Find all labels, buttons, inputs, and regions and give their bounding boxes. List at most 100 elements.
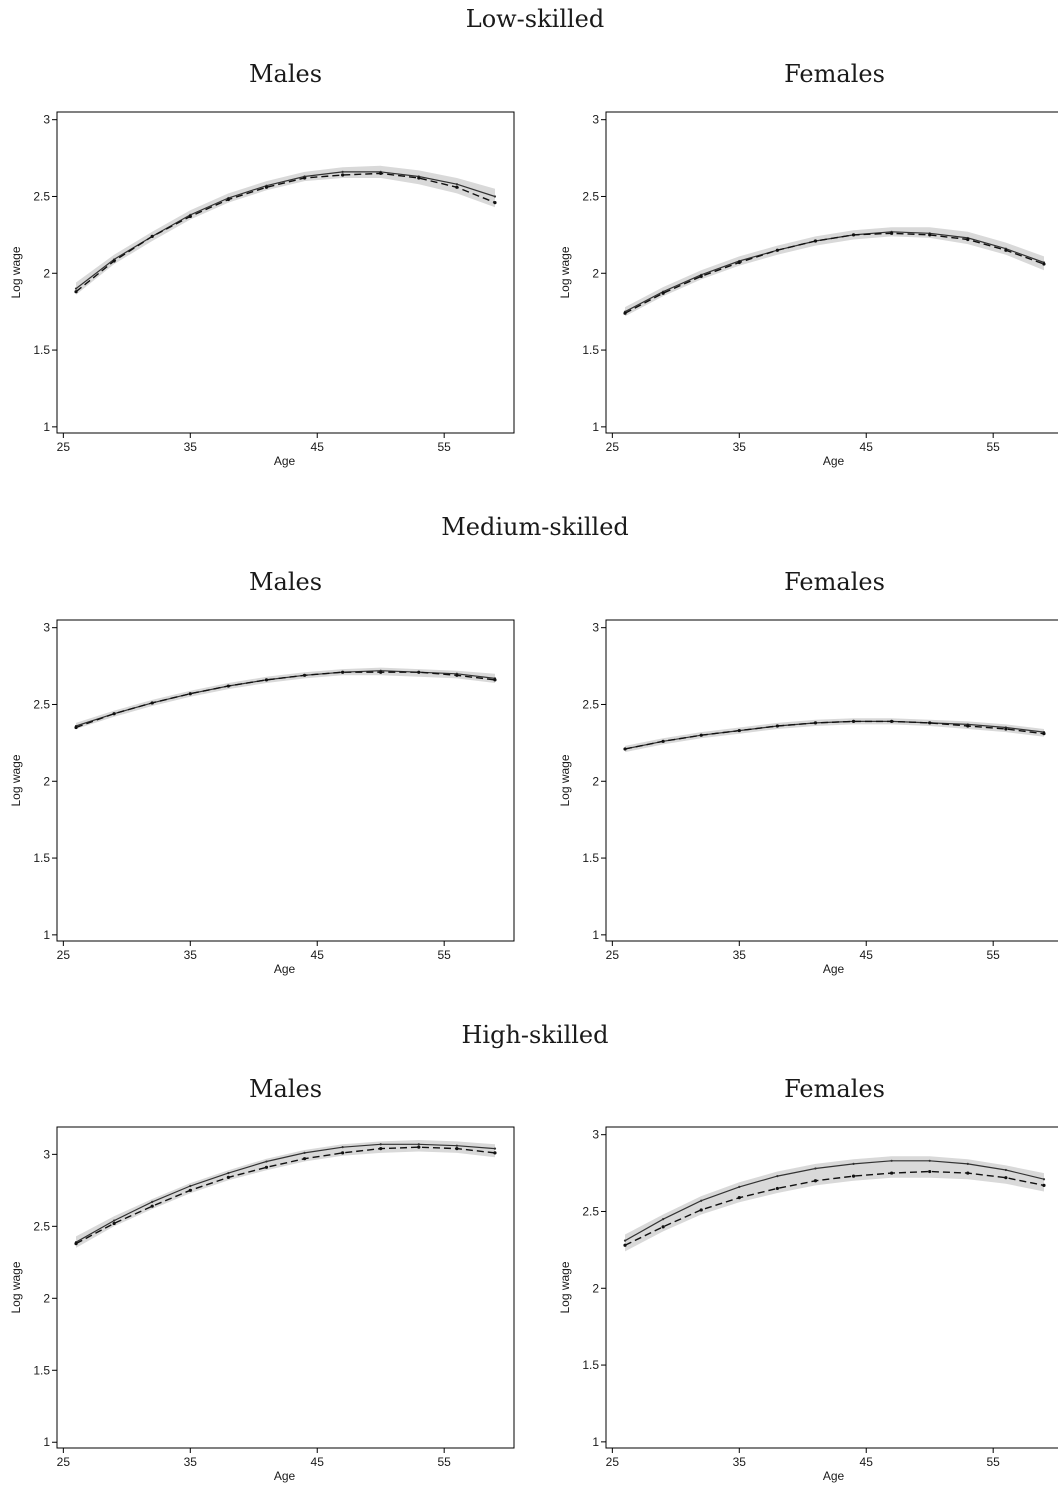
data-point-dashed (112, 1221, 116, 1226)
data-point-solid (417, 1143, 420, 1146)
x-tick-label: 55 (987, 440, 1001, 454)
data-point-solid (814, 1167, 817, 1170)
series-line-dashed (624, 1170, 1045, 1246)
data-point-dashed (661, 291, 665, 295)
plot-area (74, 667, 497, 730)
y-tick-label: 2 (592, 1281, 599, 1295)
y-tick-label: 1.5 (582, 851, 599, 865)
data-point-dashed (112, 259, 116, 263)
data-point-dashed (623, 747, 627, 751)
data-point-dashed (455, 673, 459, 677)
x-tick-label: 25 (57, 1455, 71, 1469)
x-tick-label: 45 (860, 440, 874, 454)
x-tick-label: 35 (733, 948, 747, 962)
data-point-dashed (188, 1188, 192, 1192)
data-point-dashed (851, 719, 856, 723)
data-point-dashed (302, 673, 307, 677)
x-tick-label: 55 (438, 948, 452, 962)
y-tick-label: 2.5 (33, 697, 50, 711)
data-point-dashed (1042, 1183, 1046, 1187)
confidence-band (625, 1156, 1044, 1252)
x-tick-label: 25 (57, 948, 71, 962)
plot-frame (56, 1126, 515, 1449)
data-point-dashed (417, 670, 421, 674)
data-point-dashed (966, 1171, 970, 1175)
group-title-medium-skilled: Medium-skilled (441, 513, 629, 541)
data-point-dashed (74, 725, 78, 730)
data-point-dashed (1004, 727, 1008, 731)
x-tick-label: 35 (184, 948, 198, 962)
data-point-dashed (74, 1241, 78, 1246)
series-line-dashed (75, 671, 496, 729)
panel-title: Females (784, 1075, 885, 1103)
confidence-band (76, 165, 495, 295)
data-point-solid (890, 1159, 893, 1162)
panel-title: Males (249, 568, 322, 596)
x-tick-label: 45 (311, 948, 325, 962)
panel-low-females: Females 1 1.5 2 2.5 3 25 35 45 55 Age Log wage (558, 60, 1058, 468)
x-tick-label: 45 (311, 1455, 325, 1469)
data-point-dashed (775, 248, 779, 252)
y-axis-label: Log wage (9, 754, 23, 806)
series-line-dashed (75, 172, 496, 293)
data-point-dashed (966, 724, 970, 728)
data-point-dashed (302, 1157, 307, 1161)
data-point-dashed (1004, 1176, 1008, 1180)
data-point-solid (341, 1146, 344, 1149)
y-tick-label: 2 (43, 1291, 50, 1305)
data-point-dashed (417, 1145, 421, 1149)
y-tick-label: 2.5 (33, 189, 50, 203)
data-point-solid (151, 1200, 154, 1203)
data-point-solid (265, 1160, 268, 1163)
data-point-dashed (1004, 248, 1008, 252)
data-point-solid (852, 1162, 855, 1165)
y-tick-label: 3 (43, 113, 50, 127)
x-tick-label: 45 (311, 440, 325, 454)
data-point-solid (341, 170, 344, 173)
x-tick-label: 25 (606, 948, 620, 962)
data-point-solid (493, 1147, 497, 1150)
data-point-dashed (661, 1225, 665, 1229)
data-point-solid (455, 1144, 458, 1147)
x-tick-label: 25 (57, 440, 71, 454)
y-tick-label: 1.5 (33, 851, 50, 865)
x-tick-label: 35 (733, 440, 747, 454)
data-point-dashed (1042, 262, 1046, 266)
x-tick-label: 45 (860, 1455, 874, 1469)
series-line-dashed (75, 1146, 496, 1245)
data-point-dashed (1042, 732, 1046, 736)
plot-area (74, 1140, 497, 1248)
y-tick-label: 1.5 (582, 1358, 599, 1372)
plot-area (623, 718, 1046, 753)
y-tick-label: 3 (592, 621, 599, 635)
group-title-high-skilled: High-skilled (462, 1021, 609, 1049)
data-point-solid (738, 1185, 741, 1188)
data-point-dashed (661, 739, 665, 743)
x-tick-label: 55 (987, 1455, 1001, 1469)
y-axis-label: Log wage (558, 754, 572, 806)
data-point-dashed (188, 214, 192, 219)
x-tick-label: 55 (987, 948, 1001, 962)
data-point-dashed (341, 670, 345, 674)
data-point-solid (113, 1219, 116, 1222)
data-point-dashed (264, 185, 269, 189)
data-point-dashed (890, 719, 894, 723)
x-tick-label: 45 (860, 948, 874, 962)
data-point-dashed (341, 1151, 345, 1155)
panel-title: Males (249, 1075, 322, 1103)
panel-high-males: Males 1 1.5 2 2.5 3 25 35 45 55 Age Log wage (9, 1075, 515, 1483)
y-tick-label: 3 (592, 113, 599, 127)
data-point-dashed (851, 1174, 856, 1178)
y-axis-label: Log wage (9, 246, 23, 298)
y-tick-label: 2.5 (582, 697, 599, 711)
y-tick-label: 1 (592, 420, 599, 434)
x-axis-label: Age (274, 454, 296, 468)
plot-area (74, 165, 497, 295)
y-tick-label: 1.5 (33, 343, 50, 357)
data-point-dashed (493, 1151, 497, 1155)
panel-high-females: Females 1 1.5 2 2.5 3 25 35 45 55 Age Log wage (558, 1075, 1058, 1483)
y-axis-label: Log wage (558, 1261, 572, 1313)
data-point-dashed (775, 1186, 779, 1191)
data-point-dashed (379, 1146, 383, 1151)
